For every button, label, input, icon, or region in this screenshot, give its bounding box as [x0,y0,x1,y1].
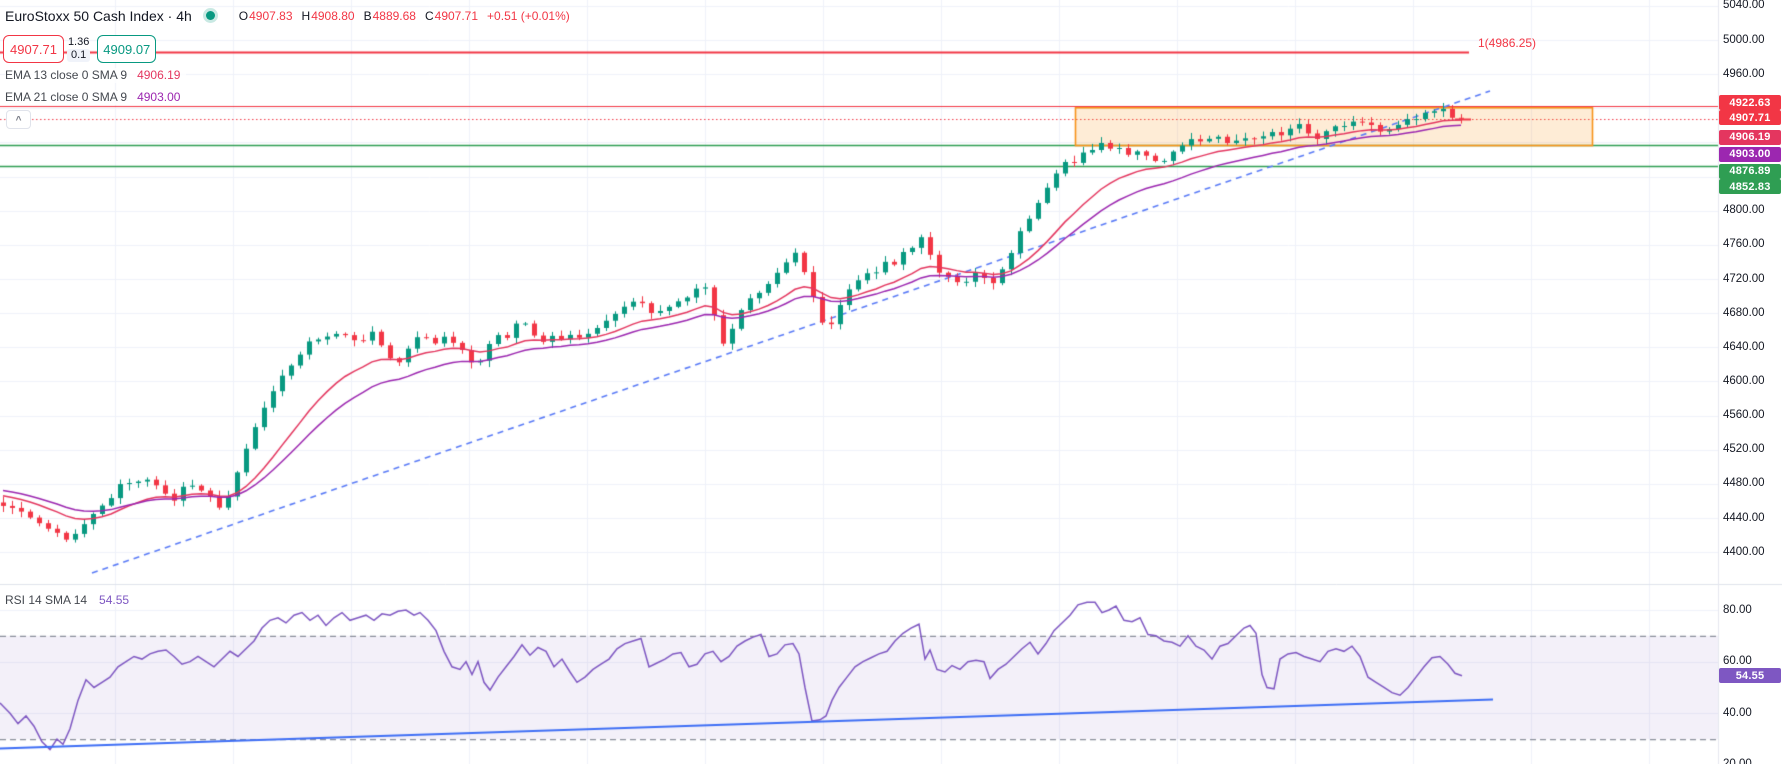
rsi-value: 54.55 [99,593,130,607]
rsi-label: RSI 14 SMA 14 [5,593,88,607]
indicator-label: EMA 21 close 0 SMA 9 [5,90,128,104]
order-qty-label: 1.36 [67,36,90,48]
chevron-up-icon: ^ [15,114,22,126]
collapse-pane-button[interactable]: ^ [6,110,31,129]
order-qty-risk[interactable]: 1.36 0.1 [67,36,91,62]
ohlc-o: O4907.83 [238,8,293,23]
change-value: +0.51 (+0.01%) [487,8,570,23]
ohlc-b: B4889.68 [363,8,416,23]
indicator-value: 4903.00 [137,90,181,104]
order-risk-label: 0.1 [67,49,91,62]
ohlc-values: O4907.83 H4908.80 B4889.68 C4907.71 +0.51 (+… [239,9,570,23]
indicator-legend-1[interactable]: EMA 21 close 0 SMA 9 4903.00 [5,90,187,105]
order-target-price-box[interactable]: 4909.07 [97,35,157,63]
indicator-value: 4906.19 [137,68,181,82]
chart-header: EuroStoxx 50 Cash Index · 4h O4907.83 H49… [5,7,570,24]
ohlc-h: H4908.80 [301,8,355,23]
indicator-label: EMA 13 close 0 SMA 9 [5,68,128,82]
symbol-title[interactable]: EuroStoxx 50 Cash Index · 4h [5,7,192,24]
order-entry-price-box[interactable]: 4907.71 [3,35,64,63]
order-line-label[interactable]: 1(4986.25) [1478,36,1537,50]
rsi-legend[interactable]: RSI 14 SMA 14 54.55 [5,593,130,607]
ohlc-c: C4907.71 [424,8,479,23]
indicator-legend-0[interactable]: EMA 13 close 0 SMA 9 4906.19 [5,68,187,83]
market-status-icon [205,11,215,20]
order-widgets: 4907.71 1.36 0.1 4909.07 [3,34,157,64]
